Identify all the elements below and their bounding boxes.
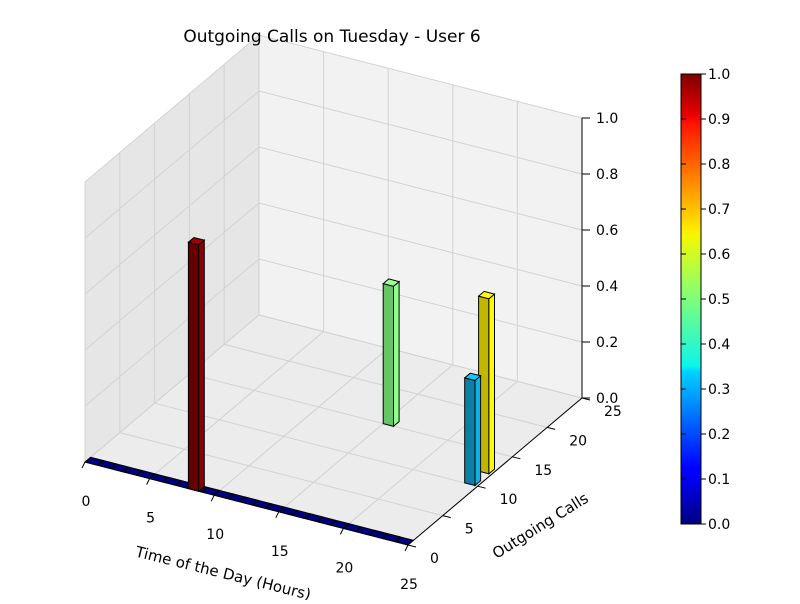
bar-0 bbox=[382, 278, 401, 428]
chart-title: Outgoing Calls on Tuesday - User 6 bbox=[183, 27, 480, 47]
colorbar-tick-label: 0.7 bbox=[708, 202, 730, 218]
floor-bar bbox=[381, 533, 402, 543]
x-tick bbox=[146, 478, 151, 485]
bar-3-top bbox=[187, 236, 206, 246]
floor-bar bbox=[277, 506, 298, 516]
bar-2 bbox=[463, 372, 482, 487]
z-tick-label: 0.0 bbox=[596, 391, 618, 407]
floor-bar bbox=[148, 473, 169, 483]
bar-0-side bbox=[393, 280, 400, 428]
colorbar-tick-label: 0.4 bbox=[708, 337, 730, 353]
y-tick bbox=[512, 456, 521, 460]
floor-bar bbox=[213, 489, 234, 499]
colorbar-layer: 0.0 0.1 0.2 0.3 0.4 0.5 0.6 0.7 0.8 0.9 1.0 bbox=[680, 67, 730, 533]
grid-layer bbox=[84, 34, 583, 546]
floor-bar bbox=[83, 456, 104, 466]
x-tick-label: 15 bbox=[271, 544, 289, 560]
bar-3-side bbox=[198, 239, 205, 493]
colorbar-tick-label: 0.3 bbox=[708, 382, 730, 398]
y-tick bbox=[442, 515, 451, 519]
x-tick bbox=[339, 528, 344, 535]
z-tick-label: 0.8 bbox=[596, 167, 618, 183]
z-tick-label: 0.6 bbox=[596, 223, 618, 239]
floor-bar bbox=[251, 499, 272, 509]
x-tick bbox=[275, 511, 280, 519]
floor-bar bbox=[264, 503, 285, 513]
colorbar-tick-label: 0.9 bbox=[708, 112, 730, 128]
x-tick-label: 0 bbox=[82, 494, 91, 510]
x-tick bbox=[210, 494, 215, 502]
bars-layer bbox=[83, 236, 496, 546]
floor-bar bbox=[122, 466, 143, 476]
x-tick bbox=[81, 461, 86, 469]
x-tick-label: 5 bbox=[146, 511, 155, 527]
bar-3-front bbox=[187, 241, 200, 492]
gridline-z bbox=[84, 314, 583, 463]
bar-2-side bbox=[474, 374, 482, 487]
y-tick bbox=[477, 485, 486, 489]
floor-bar bbox=[109, 463, 130, 473]
y-tick-label: 10 bbox=[500, 492, 518, 508]
floor-bar bbox=[368, 529, 389, 539]
colorbar-tick-label: 0.1 bbox=[708, 472, 730, 488]
z-tick-label: 1.0 bbox=[596, 111, 618, 127]
colorbar-tick-label: 0.2 bbox=[708, 427, 730, 443]
floor-bar bbox=[342, 523, 363, 533]
y-axis-line bbox=[407, 397, 583, 546]
gridline-z bbox=[84, 202, 583, 351]
floor-bar bbox=[316, 516, 337, 526]
gridline-y bbox=[189, 373, 513, 458]
floor-bar bbox=[135, 470, 156, 479]
colorbar-tick-label: 1.0 bbox=[708, 67, 730, 83]
x-tick bbox=[404, 544, 409, 552]
gridline-y bbox=[154, 402, 478, 487]
bar-2-top bbox=[463, 372, 482, 382]
colorbar-tick-label: 0.8 bbox=[708, 157, 730, 173]
floor-bar bbox=[394, 536, 414, 546]
gridline-y bbox=[119, 432, 443, 517]
y-tick-label: 5 bbox=[465, 522, 474, 538]
z-tick-label: 0.4 bbox=[596, 279, 618, 295]
floor-bar bbox=[238, 496, 259, 506]
gridline-z bbox=[84, 90, 583, 239]
gridline-z bbox=[84, 34, 583, 183]
y-tick-label: 0 bbox=[430, 551, 439, 567]
floor-bar bbox=[303, 513, 324, 523]
colorbar-tick-label: 0.5 bbox=[708, 292, 730, 308]
y-tick bbox=[407, 544, 417, 548]
x-tick-label: 10 bbox=[206, 527, 224, 543]
bar-2-front bbox=[464, 377, 476, 487]
floor-bar bbox=[329, 519, 350, 529]
z-tick-label: 0.2 bbox=[596, 335, 618, 351]
pane-back bbox=[259, 35, 582, 398]
bar-1-top bbox=[477, 290, 496, 300]
y-tick-label: 25 bbox=[604, 404, 622, 420]
y-tick bbox=[547, 426, 556, 430]
gridline-z bbox=[84, 258, 583, 407]
colorbar-tick-label: 0.0 bbox=[708, 517, 730, 533]
gridline-z bbox=[84, 146, 583, 295]
y-tick-label: 20 bbox=[569, 433, 587, 449]
pane-left bbox=[85, 35, 259, 462]
bar-1-side bbox=[488, 293, 495, 475]
x-tick-label: 20 bbox=[335, 560, 353, 576]
y-tick-label: 15 bbox=[534, 463, 552, 479]
bar-3 bbox=[187, 236, 206, 493]
colorbar-tick-label: 0.6 bbox=[708, 247, 730, 263]
bar-0-top bbox=[382, 278, 401, 287]
floor-bar bbox=[200, 486, 221, 496]
x-tick-label: 25 bbox=[400, 577, 418, 593]
bar-1 bbox=[477, 290, 496, 475]
bar-0-front bbox=[382, 282, 394, 427]
